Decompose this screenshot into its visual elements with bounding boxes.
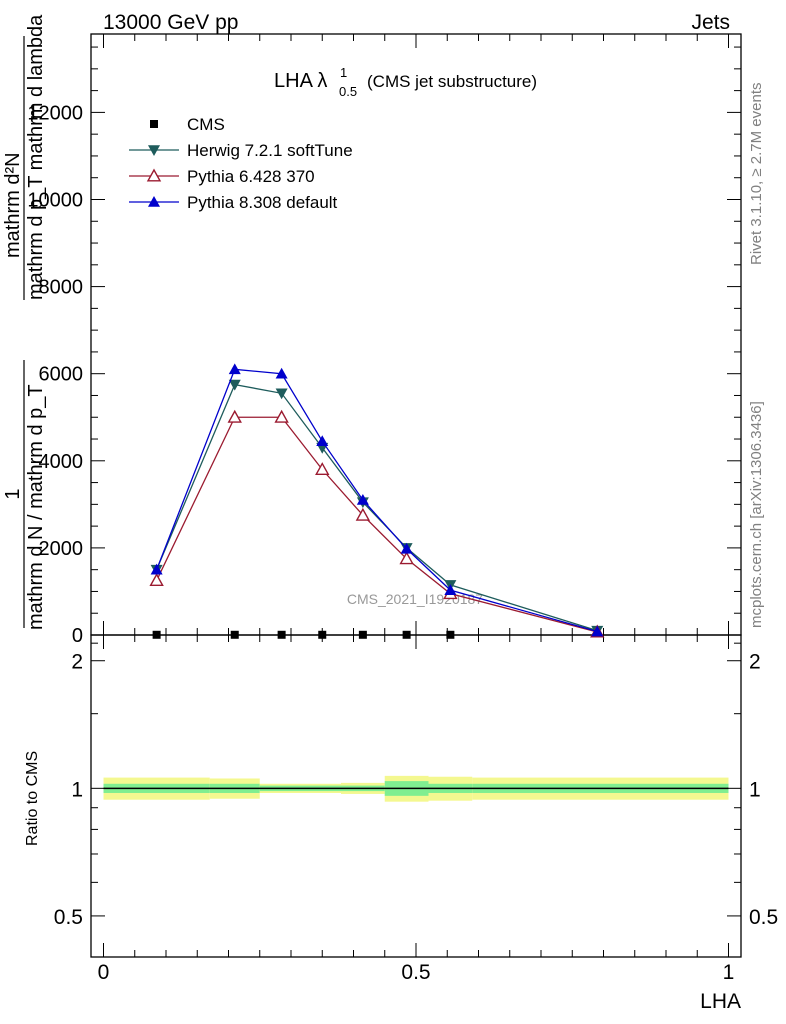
ylabel-numerator: mathrm d²N	[2, 152, 24, 258]
main-ytick-label: 12000	[27, 102, 83, 124]
data-point-2	[355, 507, 371, 521]
data-point-0	[446, 630, 455, 639]
data-point-3	[444, 584, 457, 595]
data-point-2	[149, 573, 164, 587]
data-point-2	[274, 409, 289, 423]
legend-marker	[148, 196, 160, 207]
ylabel-prefix-numerator: 1	[2, 488, 24, 499]
plot-title: LHA λ 1 0.5 (CMS jet substructure)	[274, 65, 537, 99]
data-point-3	[275, 367, 288, 379]
data-point-3	[356, 493, 369, 505]
xtick-label: 1	[723, 961, 735, 984]
legend-marker	[148, 145, 160, 156]
data-point-0	[152, 630, 161, 639]
main-ytick-label: 8000	[39, 277, 84, 299]
main-ytick-label: 4000	[39, 451, 84, 473]
ratio-ytick-label-right: 0.5	[749, 906, 778, 929]
header-left: 13000 GeV pp	[103, 11, 238, 34]
title-subscript: 0.5	[339, 84, 357, 99]
data-point-2	[227, 409, 242, 423]
xtick-label: 0	[98, 961, 110, 984]
legend-marker	[150, 120, 158, 128]
main-ytick-label: 10000	[27, 189, 83, 211]
legend-label: Herwig 7.2.1 softTune	[187, 141, 353, 160]
data-point-0	[358, 630, 367, 639]
data-point-2	[315, 462, 330, 476]
main-ytick-label: 2000	[39, 538, 84, 560]
data-point-0	[230, 630, 239, 639]
data-point-3	[400, 542, 413, 554]
series-line-2	[156, 416, 598, 633]
ratio-ytick-label: 2	[71, 651, 83, 674]
header-right: Jets	[691, 11, 730, 34]
mcplots-label: mcplots.cern.ch [arXiv:1306.3436]	[748, 401, 765, 628]
legend-label: Pythia 6.428 370	[187, 167, 315, 186]
data-point-3	[150, 563, 163, 575]
ylabel-denominator: mathrm d p_T mathrm d lambda	[25, 14, 47, 300]
ratio-ytick-label-right: 2	[749, 651, 761, 674]
data-point-0	[277, 630, 286, 639]
rivet-label: Rivet 3.1.10, ≥ 2.7M events	[748, 83, 765, 266]
ratio-ylabel: Ratio to CMS	[24, 751, 41, 846]
ratio-ytick-label: 1	[71, 778, 83, 801]
title-superscript: 1	[340, 65, 347, 80]
data-point-0	[402, 630, 411, 639]
title-suffix: (CMS jet substructure)	[367, 72, 537, 91]
ratio-ytick-label-right: 1	[749, 778, 761, 801]
main-ytick-label: 6000	[39, 364, 84, 386]
series-line-1	[156, 383, 598, 632]
data-point-1	[228, 379, 241, 391]
legend-label: CMS	[187, 115, 225, 134]
data-point-3	[591, 625, 604, 637]
data-point-0	[318, 630, 327, 639]
data-point-1	[275, 388, 288, 400]
legend-marker	[146, 168, 162, 182]
data-point-3	[316, 435, 329, 446]
ratio-ytick-label: 0.5	[54, 906, 83, 929]
main-ytick-label: 0	[72, 625, 83, 647]
series-line-3	[156, 368, 598, 633]
main-ylabel: 1 mathrm d N / mathrm d p_T mathrm d²N m…	[2, 14, 47, 630]
title-main: LHA λ	[274, 70, 327, 92]
xlabel: LHA	[700, 990, 741, 1013]
xtick-label: 0.5	[401, 961, 430, 984]
ylabel-prefix-denominator: mathrm d N / mathrm d p_T	[25, 384, 47, 630]
legend-label: Pythia 8.308 default	[187, 193, 338, 212]
data-point-3	[228, 363, 241, 375]
data-point-2	[399, 551, 414, 565]
